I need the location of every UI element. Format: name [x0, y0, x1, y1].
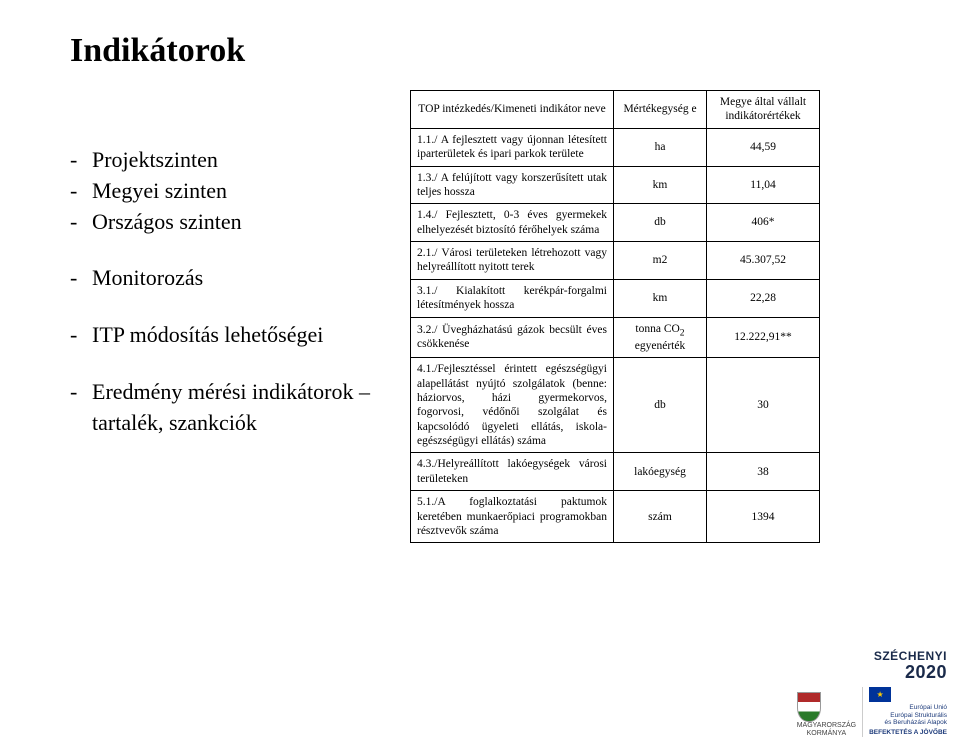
- cell-value: 22,28: [707, 279, 820, 317]
- cell-unit: km: [614, 166, 707, 204]
- col-header-unit: Mértékegység e: [614, 91, 707, 129]
- eu-box: ★ Európai Unió Európai Strukturális és B…: [862, 687, 947, 737]
- list-item: Országos szinten: [70, 207, 410, 238]
- cell-indicator-name: 1.1./ A fejlesztett vagy újonnan létesít…: [411, 128, 614, 166]
- cell-unit: szám: [614, 491, 707, 543]
- cell-indicator-name: 3.2./ Üvegházhatású gázok becsült éves c…: [411, 317, 614, 358]
- cell-indicator-name: 4.3./Helyreállított lakóegységek városi …: [411, 453, 614, 491]
- cell-indicator-name: 3.1./ Kialakított kerékpár-forgalmi léte…: [411, 279, 614, 317]
- table-row: 1.3./ A felújított vagy korszerűsített u…: [411, 166, 820, 204]
- table-row: 4.1./Fejlesztéssel érintett egészségügyi…: [411, 358, 820, 453]
- cell-unit: lakóegység: [614, 453, 707, 491]
- table-row: 5.1./A foglalkoztatási paktumok keretébe…: [411, 491, 820, 543]
- cell-value: 45.307,52: [707, 242, 820, 280]
- cell-value: 38: [707, 453, 820, 491]
- table-row: 3.1./ Kialakított kerékpár-forgalmi léte…: [411, 279, 820, 317]
- table-header-row: TOP intézkedés/Kimeneti indikátor neve M…: [411, 91, 820, 129]
- cell-value: 44,59: [707, 128, 820, 166]
- cell-unit: km: [614, 279, 707, 317]
- indicator-table: TOP intézkedés/Kimeneti indikátor neve M…: [410, 90, 820, 543]
- cell-unit: tonna CO2 egyenérték: [614, 317, 707, 358]
- gov-label: MAGYARORSZÁG KORMÁNYA: [797, 722, 856, 737]
- cell-indicator-name: 1.3./ A felújított vagy korszerűsített u…: [411, 166, 614, 204]
- list-item: Monitorozás: [70, 263, 410, 294]
- cell-value: 1394: [707, 491, 820, 543]
- col-header-name: TOP intézkedés/Kimeneti indikátor neve: [411, 91, 614, 129]
- list-item: ITP módosítás lehetőségei: [70, 320, 410, 351]
- cell-indicator-name: 5.1./A foglalkoztatási paktumok keretébe…: [411, 491, 614, 543]
- eu-flag-icon: ★: [869, 687, 891, 702]
- cell-value: 30: [707, 358, 820, 453]
- bullet-list: ProjektszintenMegyei szintenOrszágos szi…: [70, 90, 410, 439]
- table-row: 1.1./ A fejlesztett vagy újonnan létesít…: [411, 128, 820, 166]
- table-row: 2.1./ Városi területeken létrehozott vag…: [411, 242, 820, 280]
- list-item: Projektszinten: [70, 145, 410, 176]
- cell-value: 406*: [707, 204, 820, 242]
- table-row: 4.3./Helyreállított lakóegységek városi …: [411, 453, 820, 491]
- footer-logos: SZÉCHENYI 2020 MAGYARORSZÁG KORMÁNYA ★ E…: [797, 650, 947, 737]
- page-title: Indikátorok: [70, 32, 909, 70]
- cell-unit: m2: [614, 242, 707, 280]
- list-item: Megyei szinten: [70, 176, 410, 207]
- cell-unit: ha: [614, 128, 707, 166]
- cell-value: 12.222,91**: [707, 317, 820, 358]
- szechenyi-logo: SZÉCHENYI 2020 MAGYARORSZÁG KORMÁNYA ★ E…: [797, 650, 947, 737]
- brand-big: 2020: [905, 662, 947, 682]
- cell-indicator-name: 4.1./Fejlesztéssel érintett egészségügyi…: [411, 358, 614, 453]
- cell-indicator-name: 2.1./ Városi területeken létrehozott vag…: [411, 242, 614, 280]
- cell-value: 11,04: [707, 166, 820, 204]
- cell-unit: db: [614, 358, 707, 453]
- cell-indicator-name: 1.4./ Fejlesztett, 0-3 éves gyermekek el…: [411, 204, 614, 242]
- table-row: 3.2./ Üvegházhatású gázok becsült éves c…: [411, 317, 820, 358]
- cell-unit: db: [614, 204, 707, 242]
- list-item: Eredmény mérési indikátorok – tartalék, …: [70, 377, 410, 439]
- table-row: 1.4./ Fejlesztett, 0-3 éves gyermekek el…: [411, 204, 820, 242]
- brand-small: SZÉCHENYI: [874, 649, 947, 663]
- hungary-crest-icon: [797, 692, 821, 722]
- col-header-value: Megye által vállalt indikátorértékek: [707, 91, 820, 129]
